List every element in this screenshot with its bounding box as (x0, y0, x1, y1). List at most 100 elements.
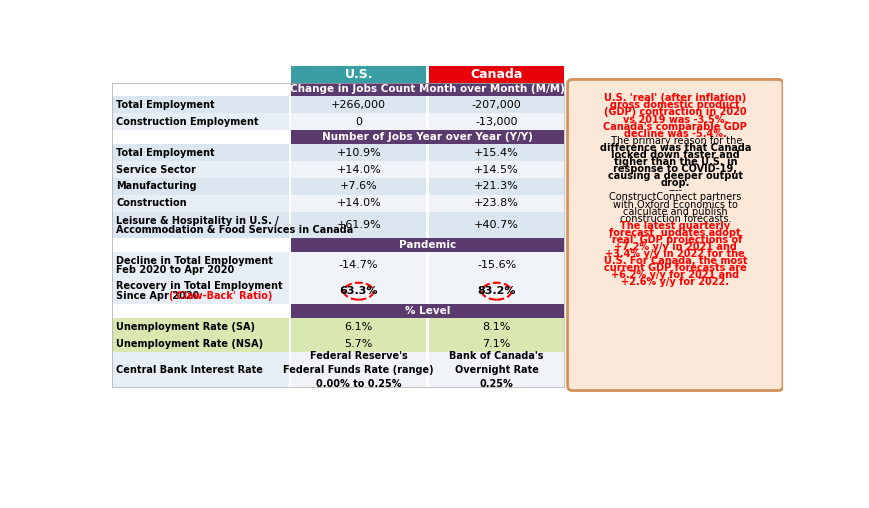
Text: vs 2019 was -3.5%.: vs 2019 was -3.5%. (622, 114, 727, 124)
FancyBboxPatch shape (428, 144, 564, 161)
Text: +7.6%: +7.6% (340, 181, 377, 192)
Text: Construction: Construction (116, 199, 187, 208)
Text: Total Employment: Total Employment (116, 148, 215, 157)
Text: Unemployment Rate (SA): Unemployment Rate (SA) (116, 322, 255, 332)
Text: Recovery in Total Employment: Recovery in Total Employment (116, 281, 282, 292)
FancyBboxPatch shape (290, 318, 426, 335)
FancyBboxPatch shape (290, 212, 426, 238)
Text: +7.2% y/y in 2021 and: +7.2% y/y in 2021 and (614, 242, 736, 252)
Text: +61.9%: +61.9% (336, 220, 381, 230)
FancyBboxPatch shape (428, 97, 564, 113)
Text: +6.2% y/y for 2021 and: +6.2% y/y for 2021 and (611, 270, 739, 280)
Text: 6.1%: 6.1% (344, 322, 373, 332)
FancyBboxPatch shape (112, 161, 289, 178)
Text: Total Employment: Total Employment (116, 100, 215, 110)
Text: 8.1%: 8.1% (482, 322, 510, 332)
Text: -13,000: -13,000 (474, 117, 517, 127)
Text: +21.3%: +21.3% (474, 181, 519, 192)
FancyBboxPatch shape (290, 178, 426, 195)
Text: Feb 2020 to Apr 2020: Feb 2020 to Apr 2020 (116, 265, 235, 275)
Text: +266,000: +266,000 (331, 100, 386, 110)
FancyBboxPatch shape (290, 130, 564, 144)
Text: Decline in Total Employment: Decline in Total Employment (116, 256, 273, 266)
Text: Unemployment Rate (NSA): Unemployment Rate (NSA) (116, 338, 263, 348)
Text: Accommodation & Food Services in Canada: Accommodation & Food Services in Canada (116, 225, 354, 235)
FancyBboxPatch shape (428, 278, 564, 304)
Text: The latest quarterly: The latest quarterly (620, 221, 729, 231)
FancyBboxPatch shape (428, 178, 564, 195)
Text: causing a deeper output: causing a deeper output (607, 171, 742, 181)
Text: 63.3%: 63.3% (339, 286, 377, 296)
Text: Central Bank Interest Rate: Central Bank Interest Rate (116, 365, 263, 375)
Text: construction forecasts.: construction forecasts. (619, 214, 730, 224)
FancyBboxPatch shape (428, 113, 564, 130)
FancyBboxPatch shape (290, 97, 426, 113)
Text: Federal Reserve's
Federal Funds Rate (range)
0.00% to 0.25%: Federal Reserve's Federal Funds Rate (ra… (283, 351, 434, 389)
Text: +14.0%: +14.0% (336, 199, 381, 208)
Text: +23.8%: +23.8% (474, 199, 519, 208)
Text: 83.2%: 83.2% (477, 286, 515, 296)
FancyBboxPatch shape (112, 178, 289, 195)
Text: Construction Employment: Construction Employment (116, 117, 259, 127)
FancyBboxPatch shape (290, 113, 426, 130)
FancyBboxPatch shape (290, 161, 426, 178)
FancyBboxPatch shape (112, 113, 289, 130)
Text: Leisure & Hospitality in U.S. /: Leisure & Hospitality in U.S. / (116, 216, 279, 226)
Text: -14.7%: -14.7% (339, 260, 378, 270)
Text: +14.5%: +14.5% (474, 165, 519, 175)
Text: -207,000: -207,000 (471, 100, 521, 110)
FancyBboxPatch shape (290, 252, 426, 278)
FancyBboxPatch shape (290, 278, 426, 304)
Text: +3.4% y/y in 2022 for the: +3.4% y/y in 2022 for the (605, 249, 744, 259)
Text: current GDP forecasts are: current GDP forecasts are (603, 263, 746, 273)
Text: +10.9%: +10.9% (336, 148, 381, 157)
FancyBboxPatch shape (428, 195, 564, 212)
FancyBboxPatch shape (290, 144, 426, 161)
FancyBboxPatch shape (290, 195, 426, 212)
FancyBboxPatch shape (428, 66, 564, 82)
Text: Change in Jobs Count Month over Month (M/M): Change in Jobs Count Month over Month (M… (290, 84, 565, 94)
Text: forecast  updates adopt: forecast updates adopt (609, 228, 740, 238)
FancyBboxPatch shape (290, 66, 426, 82)
Text: Since Apr 2020: Since Apr 2020 (116, 291, 202, 301)
FancyBboxPatch shape (290, 82, 564, 97)
FancyBboxPatch shape (112, 144, 289, 161)
Text: 0: 0 (355, 117, 362, 127)
Text: U.S. For Canada, the most: U.S. For Canada, the most (603, 256, 746, 266)
Text: ConstructConnect partners: ConstructConnect partners (608, 193, 740, 203)
Text: 7.1%: 7.1% (482, 338, 510, 348)
Text: locked down faster and: locked down faster and (610, 150, 739, 160)
FancyBboxPatch shape (428, 352, 564, 388)
FancyBboxPatch shape (428, 212, 564, 238)
Text: 'real' GDP projections of: 'real' GDP projections of (608, 235, 741, 245)
Text: with Oxford Economics to: with Oxford Economics to (612, 200, 737, 210)
Text: +15.4%: +15.4% (474, 148, 519, 157)
Text: response to COVID-19,: response to COVID-19, (613, 164, 736, 174)
Text: U.S. 'real' (after inflation): U.S. 'real' (after inflation) (603, 93, 746, 103)
Text: calculate and publish: calculate and publish (622, 207, 726, 216)
Text: 5.7%: 5.7% (344, 338, 373, 348)
FancyBboxPatch shape (290, 352, 426, 388)
FancyBboxPatch shape (290, 238, 564, 252)
Text: ('Claw-Back' Ratio): ('Claw-Back' Ratio) (169, 291, 272, 301)
FancyBboxPatch shape (112, 335, 289, 352)
Text: Service Sector: Service Sector (116, 165, 196, 175)
FancyBboxPatch shape (112, 195, 289, 212)
Text: The primary reason for the: The primary reason for the (607, 136, 741, 146)
Text: Number of Jobs Year over Year (Y/Y): Number of Jobs Year over Year (Y/Y) (322, 132, 533, 142)
FancyBboxPatch shape (428, 335, 564, 352)
Text: +14.0%: +14.0% (336, 165, 381, 175)
Text: Manufacturing: Manufacturing (116, 181, 197, 192)
Text: +40.7%: +40.7% (474, 220, 519, 230)
Text: difference was that Canada: difference was that Canada (599, 143, 750, 153)
Text: Bank of Canada's
Overnight Rate
0.25%: Bank of Canada's Overnight Rate 0.25% (449, 351, 543, 389)
FancyBboxPatch shape (112, 352, 289, 388)
Text: gross domestic product: gross domestic product (610, 101, 740, 110)
Text: Canada's comparable GDP: Canada's comparable GDP (602, 121, 746, 132)
Text: drop.: drop. (660, 178, 689, 188)
Text: -15.6%: -15.6% (476, 260, 515, 270)
FancyBboxPatch shape (567, 79, 782, 391)
FancyBboxPatch shape (428, 318, 564, 335)
Text: Pandemic: Pandemic (399, 240, 455, 250)
FancyBboxPatch shape (112, 252, 289, 278)
